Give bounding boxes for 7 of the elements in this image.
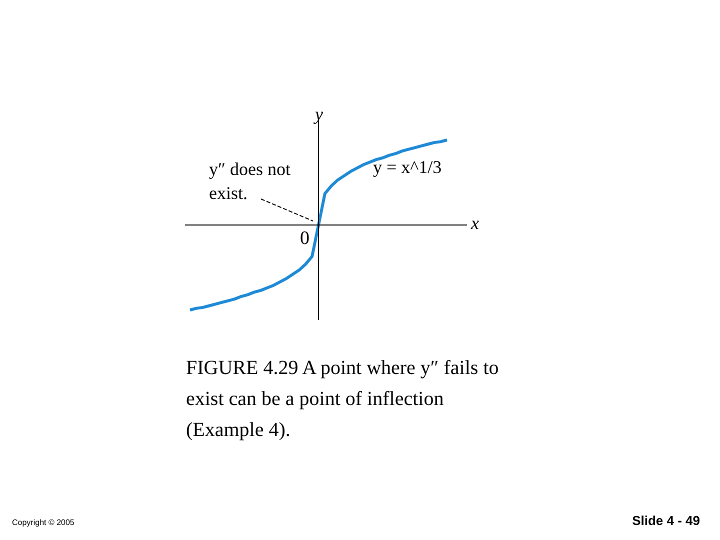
caption: FIGURE 4.29 A point where y″ fails to exist can be a point of inflection (Example 4). xyxy=(186,357,499,441)
text: Slide 4 - 49 xyxy=(632,513,700,528)
text: Copyright © 2005 xyxy=(12,518,75,527)
annotation: y″ does not exist. xyxy=(209,159,290,203)
series-label: y = x^1/3 xyxy=(373,157,442,177)
annotation: 0 xyxy=(300,228,310,249)
x-axis-title: x xyxy=(470,213,479,233)
